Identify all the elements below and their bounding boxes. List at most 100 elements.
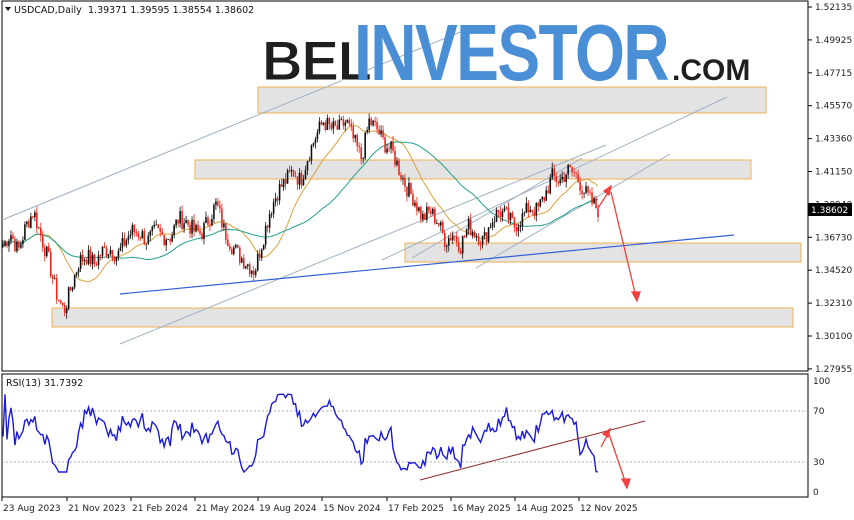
watermark-logo: BEL INVESTOR .COM <box>262 8 751 97</box>
candle-body <box>551 168 554 178</box>
candle-body <box>557 181 560 184</box>
candle-body <box>65 308 68 314</box>
candle-body <box>125 240 128 246</box>
candle-body <box>432 208 434 214</box>
candle-body <box>591 192 593 204</box>
price-tick-label: 1.49925 <box>815 36 852 46</box>
candle-body <box>324 122 327 131</box>
candle-body <box>284 179 287 184</box>
time-tick-label: 14 Aug 2025 <box>516 504 574 514</box>
candle-body <box>151 226 154 232</box>
candle-body <box>424 213 426 220</box>
forecast-arrows <box>597 184 641 303</box>
price-tick-label: 1.52135 <box>815 3 852 13</box>
rsi-down-arrowhead <box>620 478 631 490</box>
candle-body <box>133 224 136 233</box>
candle-body <box>471 231 474 236</box>
candle-body <box>539 199 542 207</box>
candlesticks <box>2 113 599 319</box>
candle-body <box>248 264 251 274</box>
candle-body <box>45 246 48 257</box>
candle-body <box>213 205 215 219</box>
candle-body <box>495 210 498 222</box>
candle-body <box>239 247 241 263</box>
candle-body <box>392 141 394 151</box>
candle-body <box>481 235 484 245</box>
time-tick-label: 21 May 2024 <box>196 504 255 514</box>
candle-body <box>519 226 522 228</box>
candle-body <box>310 145 313 161</box>
candle-body <box>384 137 386 153</box>
candle-body <box>235 245 237 248</box>
candle-body <box>579 181 581 191</box>
candle-body <box>258 254 261 258</box>
candle-body <box>428 207 430 211</box>
candle-body <box>244 266 247 269</box>
candle-body <box>585 186 587 193</box>
candle-body <box>91 254 94 265</box>
candle-body <box>426 207 428 220</box>
candle-body <box>127 236 130 241</box>
candle-body <box>75 272 78 276</box>
candle-body <box>533 211 536 216</box>
candle-body <box>350 123 353 127</box>
candle-body <box>461 236 464 254</box>
time-tick-label: 15 Nov 2024 <box>323 504 381 514</box>
candle-body <box>410 182 412 195</box>
watermark-com: .COM <box>672 54 750 87</box>
candle-body <box>505 207 508 209</box>
candle-body <box>117 250 120 257</box>
candle-body <box>264 225 267 245</box>
forecast-up-arrowhead <box>602 184 613 197</box>
candle-body <box>487 227 490 242</box>
candle-body <box>318 121 321 133</box>
price-tick-label: 1.27955 <box>815 365 852 375</box>
candle-body <box>211 218 213 226</box>
candle-body <box>404 177 406 187</box>
candle-body <box>227 239 229 246</box>
candle-body <box>12 235 14 239</box>
candle-body <box>274 198 277 203</box>
candle-body <box>304 170 307 179</box>
candle-body <box>51 275 54 279</box>
candle-body <box>119 247 122 251</box>
candle-body <box>354 135 357 139</box>
ma-fast-line <box>2 124 599 283</box>
candle-body <box>328 118 331 125</box>
forecast-down-arrow <box>610 191 637 298</box>
candle-body <box>372 120 374 126</box>
candle-body <box>342 119 345 126</box>
candle-body <box>276 198 279 201</box>
candle-body <box>4 241 6 246</box>
rsi-forecast-arrows <box>600 427 631 490</box>
candle-body <box>40 227 42 236</box>
candle-body <box>509 213 512 221</box>
candle-body <box>443 233 446 247</box>
candle-body <box>515 227 518 232</box>
candle-body <box>374 120 376 123</box>
candle-body <box>10 235 12 241</box>
candle-body <box>171 235 173 242</box>
candle-body <box>201 233 203 239</box>
candle-body <box>99 255 102 257</box>
price-axis: 1.52135 1.49925 1.47715 1.45570 1.43360 1.411… <box>808 3 852 375</box>
candle-body <box>32 216 34 218</box>
candle-body <box>595 198 597 209</box>
candle-body <box>205 217 207 224</box>
candle-body <box>567 165 569 175</box>
support-trendline <box>119 234 735 295</box>
candle-body <box>53 278 56 279</box>
candle-body <box>467 219 470 230</box>
watermark-investor: INVESTOR <box>354 8 669 97</box>
candle-body <box>451 235 454 241</box>
candle-body <box>147 235 150 244</box>
candle-body <box>18 241 20 248</box>
candle-body <box>240 258 243 263</box>
channel-upper-line <box>1 27 471 221</box>
candle-body <box>555 175 558 182</box>
triangle-down-icon[interactable] <box>5 7 11 11</box>
candle-body <box>511 213 514 219</box>
candle-body <box>181 211 183 229</box>
rsi-up-arrowhead <box>601 427 612 439</box>
